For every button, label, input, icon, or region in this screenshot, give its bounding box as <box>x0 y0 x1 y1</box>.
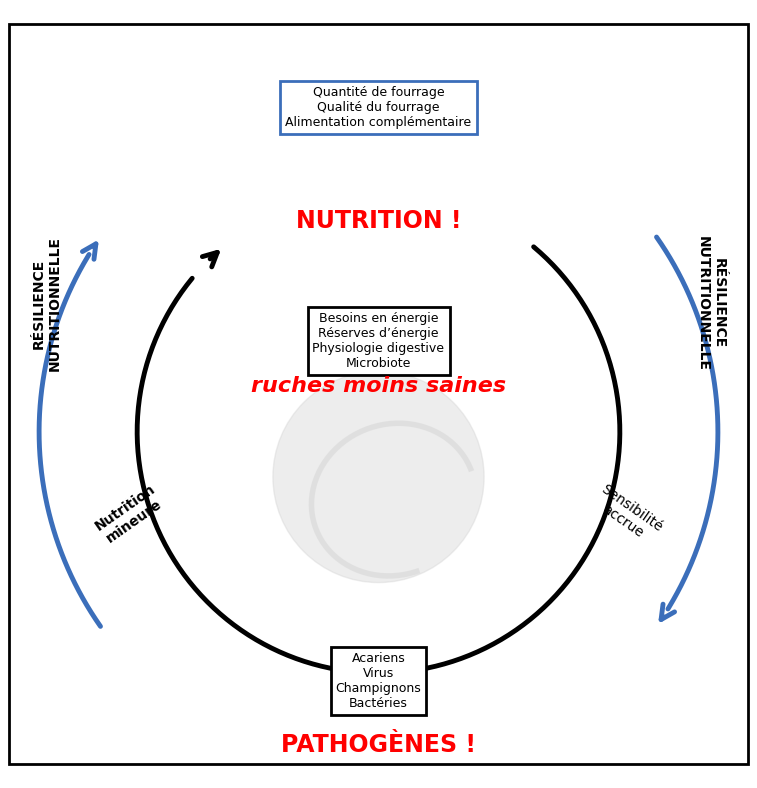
Text: Sensibilité
accrue: Sensibilité accrue <box>590 481 665 548</box>
Text: RÉSILIENCE
NUTRITIONNELLE: RÉSILIENCE NUTRITIONNELLE <box>695 236 725 371</box>
Text: Acariens
Virus
Champignons
Bactéries: Acariens Virus Champignons Bactéries <box>335 652 422 710</box>
Text: Besoins en énergie
Réserves d’énergie
Physiologie digestive
Microbiote: Besoins en énergie Réserves d’énergie Ph… <box>313 312 444 370</box>
Text: PATHOGÈNES !: PATHOGÈNES ! <box>281 733 476 756</box>
Text: Quantité de fourrage
Qualité du fourrage
Alimentation complémentaire: Quantité de fourrage Qualité du fourrage… <box>285 86 472 129</box>
Text: Nutrition
mineure: Nutrition mineure <box>92 482 167 547</box>
Text: NUTRITION !: NUTRITION ! <box>296 209 461 232</box>
Text: ruches moins saines: ruches moins saines <box>251 377 506 396</box>
Circle shape <box>273 371 484 582</box>
Text: RÉSILIENCE
NUTRITIONNELLE: RÉSILIENCE NUTRITIONNELLE <box>32 236 62 371</box>
